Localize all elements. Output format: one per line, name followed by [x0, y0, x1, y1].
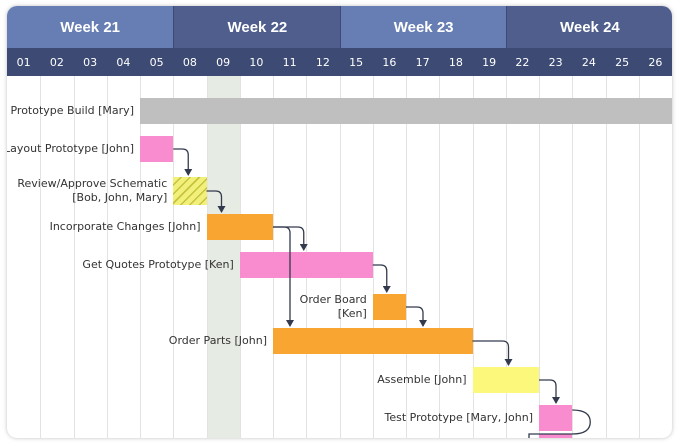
task-bar-get-quotes-prototype[interactable]: [239, 252, 373, 278]
grid-line: [140, 76, 141, 438]
grid-line: [173, 76, 175, 438]
timeline-grid: Prototype Build [Mary] Layout Prototype […: [7, 76, 672, 438]
task-label-layout-prototype: Layout Prototype [John]: [7, 142, 134, 155]
day-header-row: 01 02 03 04 05 08 09 10 11 12 15 16 17 18 19 22 23 24 25 26: [7, 48, 672, 76]
day-header-18: 18: [448, 55, 463, 69]
task-bar-review-approve-schematic[interactable]: [173, 177, 207, 205]
grid-line: [505, 76, 507, 438]
grid-line: [638, 76, 640, 438]
day-header-19: 19: [482, 55, 497, 69]
task-bar-assemble[interactable]: [472, 367, 539, 393]
task-label-prototype-build: Prototype Build [Mary]: [10, 104, 134, 117]
day-header-25: 25: [615, 55, 630, 69]
task-label-order-parts: Order Parts [John]: [168, 334, 267, 347]
day-header-15: 15: [349, 55, 364, 69]
task-bar-continuation-9[interactable]: [539, 434, 573, 438]
day-header-09: 09: [216, 55, 231, 69]
day-header-05: 05: [149, 55, 164, 69]
grid-line: [372, 76, 374, 438]
task-bar-prototype-build[interactable]: [140, 98, 672, 124]
grid-line: [472, 76, 474, 438]
grid-line: [539, 76, 540, 438]
day-header-12: 12: [315, 55, 330, 69]
day-header-10: 10: [249, 55, 264, 69]
grid-line: [106, 76, 108, 438]
day-header-08: 08: [182, 55, 197, 69]
grid-line: [406, 76, 407, 438]
task-bar-incorporate-changes[interactable]: [206, 214, 273, 240]
day-header-11: 11: [282, 55, 297, 69]
week-header-3: Week 23: [339, 6, 507, 48]
grid-line: [572, 76, 574, 438]
task-label-review-approve-schematic: Review/Approve Schematic [Bob, John, Mar…: [17, 177, 168, 204]
grid-line: [206, 76, 208, 438]
task-bar-order-parts[interactable]: [273, 328, 473, 354]
week-header-2: Week 22: [173, 6, 341, 48]
day-header-01: 01: [16, 55, 31, 69]
task-label-incorporate-changes: Incorporate Changes [John]: [49, 220, 201, 233]
grid-line: [40, 76, 42, 438]
task-label-order-board: Order Board [Ken]: [299, 293, 367, 320]
day-header-26: 26: [648, 55, 663, 69]
day-header-24: 24: [581, 55, 596, 69]
grid-line: [605, 76, 607, 438]
task-bar-order-board[interactable]: [372, 294, 406, 320]
day-header-03: 03: [83, 55, 98, 69]
task-label-assemble: Assemble [John]: [377, 373, 467, 386]
week-header-row: Week 21 Week 22 Week 23 Week 24: [7, 6, 672, 48]
day-header-17: 17: [415, 55, 430, 69]
week-header-4: Week 24: [505, 6, 672, 48]
task-bar-test-prototype[interactable]: [539, 405, 573, 431]
task-bar-layout-prototype[interactable]: [140, 136, 174, 162]
task-label-get-quotes-prototype: Get Quotes Prototype [Ken]: [82, 258, 234, 271]
day-header-04: 04: [116, 55, 131, 69]
current-day-highlight: [206, 76, 240, 438]
week-header-1: Week 21: [7, 6, 174, 48]
day-header-22: 22: [515, 55, 530, 69]
task-label-test-prototype: Test Prototype [Mary, John]: [384, 411, 533, 424]
gantt-chart: Week 21 Week 22 Week 23 Week 24 01 02 03 04 05 0…: [7, 6, 672, 438]
day-header-23: 23: [548, 55, 563, 69]
grid-line: [439, 76, 441, 438]
day-header-02: 02: [49, 55, 64, 69]
day-header-16: 16: [382, 55, 397, 69]
grid-line: [73, 76, 75, 438]
